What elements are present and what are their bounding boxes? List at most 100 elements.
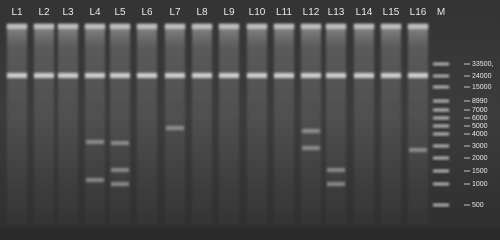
lane-smear [354, 24, 374, 224]
well [165, 24, 185, 29]
lane-smear [326, 24, 346, 224]
well [247, 24, 267, 29]
lane-label: L6 [141, 7, 153, 18]
lane-label: L8 [196, 7, 208, 18]
marker-band [433, 116, 449, 120]
band [85, 73, 105, 78]
marker-band [433, 169, 449, 173]
lane-smear [110, 24, 130, 224]
size-label: 15000 [472, 84, 492, 91]
well [274, 24, 294, 29]
size-label: 500 [472, 202, 484, 209]
band [34, 73, 54, 78]
marker-band [433, 62, 449, 66]
lanes [7, 24, 449, 224]
size-label: 2000 [472, 155, 488, 162]
marker-band [433, 99, 449, 103]
marker-band [433, 182, 449, 186]
marker-band [433, 74, 449, 78]
size-label: 1500 [472, 168, 488, 175]
lane-smear [58, 24, 78, 224]
band [301, 73, 321, 78]
size-label: 5000 [472, 123, 488, 130]
band [274, 73, 294, 78]
lane-label: M [437, 7, 445, 18]
lane-label: L2 [38, 7, 50, 18]
band [327, 182, 345, 186]
band [381, 73, 401, 78]
band [302, 129, 320, 133]
lane-smear [247, 24, 267, 224]
band [111, 168, 129, 172]
well [354, 24, 374, 29]
lane-label: L7 [169, 7, 181, 18]
marker-band [433, 124, 449, 128]
lane-smear [408, 24, 428, 224]
lane-smear [381, 24, 401, 224]
band [326, 73, 346, 78]
lane-smear [301, 24, 321, 224]
well [7, 24, 27, 29]
lane-smear [34, 24, 54, 224]
marker-band [433, 156, 449, 160]
band [166, 126, 184, 130]
well [58, 24, 78, 29]
band [58, 73, 78, 78]
gel-image: L1 L2 L3 L4 L5 L6 L7 L8 L9 L10 L11 L12 L13 L14 L15 L16 M… [0, 0, 500, 229]
lane-smear [192, 24, 212, 224]
band [165, 73, 185, 78]
well [326, 24, 346, 29]
band [111, 141, 129, 145]
lane-label: L9 [223, 7, 235, 18]
band [409, 148, 427, 152]
well [301, 24, 321, 29]
marker-band [433, 85, 449, 89]
marker-band [433, 144, 449, 148]
size-label: 4000 [472, 131, 488, 138]
size-label: 6000 [472, 115, 488, 122]
size-label: 3000 [472, 143, 488, 150]
marker-band [433, 132, 449, 136]
band [111, 182, 129, 186]
well [381, 24, 401, 29]
size-label: 7000 [472, 107, 488, 114]
lane-label: L11 [276, 7, 292, 18]
lane-smear [137, 24, 157, 224]
lane-label: L14 [356, 7, 373, 18]
marker-band [433, 108, 449, 112]
labels: L1 L2 L3 L4 L5 L6 L7 L8 L9 L10 L11 L12 L13 L14 L15 L16 M… [11, 7, 493, 209]
size-label: 33500, [472, 61, 493, 68]
band [192, 73, 212, 78]
size-label: 1000 [472, 181, 488, 188]
lane-label: L15 [383, 7, 400, 18]
well [219, 24, 239, 29]
band [86, 140, 104, 144]
well [408, 24, 428, 29]
lane-label: L16 [410, 7, 427, 18]
band [86, 178, 104, 182]
band [354, 73, 374, 78]
band [327, 168, 345, 172]
lane-smear [85, 24, 105, 224]
lane-label: L5 [114, 7, 126, 18]
band [302, 146, 320, 150]
well [34, 24, 54, 29]
band [219, 73, 239, 78]
marker-band [433, 203, 449, 207]
size-label: 24000 [472, 73, 492, 80]
lane-smear [274, 24, 294, 224]
well [137, 24, 157, 29]
band [137, 73, 157, 78]
lane-label: L1 [11, 7, 23, 18]
lane-smear [165, 24, 185, 224]
size-label: 8990 [472, 98, 488, 105]
lane-label: L4 [89, 7, 101, 18]
well [192, 24, 212, 29]
band [110, 73, 130, 78]
well [110, 24, 130, 29]
band [408, 73, 428, 78]
lane-label: L10 [249, 7, 266, 18]
lane-smear [219, 24, 239, 224]
lane-smear [7, 24, 27, 224]
lane-label: L3 [62, 7, 74, 18]
